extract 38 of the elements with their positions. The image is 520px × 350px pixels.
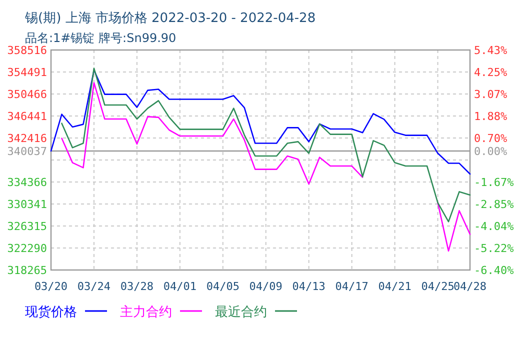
chart-subtitle: 品名:1#锡锭 牌号:Sn99.90 [25, 31, 176, 45]
x-tick-label: 04/21 [378, 280, 412, 293]
legend-label: 最近合约 [215, 305, 267, 320]
legend-label: 现货价格 [25, 305, 77, 320]
x-tick-label: 04/25 [421, 280, 454, 293]
y-tick-label: 326315 [7, 220, 47, 233]
legend-label: 主力合约 [120, 304, 172, 320]
y2-tick-label: 5.43% [474, 44, 508, 57]
y2-tick-label: 4.25% [474, 66, 508, 79]
y-tick-label: 350466 [7, 88, 47, 101]
x-tick-label: 04/05 [206, 280, 240, 293]
y2-tick-label: -4.04% [474, 220, 514, 234]
x-tick-label: 04/01 [163, 280, 196, 293]
x-tick-label: 03/20 [34, 280, 68, 293]
y-tick-label: 346441 [7, 110, 47, 123]
y2-tick-label: 0.70% [474, 132, 508, 145]
y2-tick-label: -1.67% [474, 176, 514, 190]
x-tick-label: 04/17 [335, 280, 368, 293]
y-tick-label: 358516 [7, 44, 47, 57]
y2-tick-label: 1.88% [474, 110, 508, 124]
x-tick-label: 03/28 [120, 280, 154, 293]
y-tick-label: 342416 [7, 132, 47, 145]
x-tick-label: 04/28 [453, 280, 487, 293]
x-tick-label: 04/09 [249, 280, 282, 293]
y2-tick-label: 0.00% [474, 144, 508, 158]
y2-tick-label: -6.40% [474, 264, 514, 277]
y2-tick-label: -2.85% [474, 198, 514, 211]
y2-tick-label: 3.07% [474, 88, 508, 101]
y-tick-label: 322290 [7, 242, 47, 255]
chart-title: 锡(期) 上海 市场价格 2022-03-20 - 2022-04-28 [24, 11, 316, 26]
y-tick-label: 334366 [7, 176, 47, 189]
ref-line-label: 340037 [7, 145, 47, 158]
x-tick-label: 03/24 [77, 280, 111, 293]
x-tick-label: 04/13 [292, 280, 326, 293]
y-tick-label: 354491 [7, 66, 47, 79]
y2-tick-label: -5.22% [474, 242, 514, 256]
y-tick-label: 330341 [7, 198, 47, 211]
y-tick-label: 318265 [7, 264, 47, 277]
